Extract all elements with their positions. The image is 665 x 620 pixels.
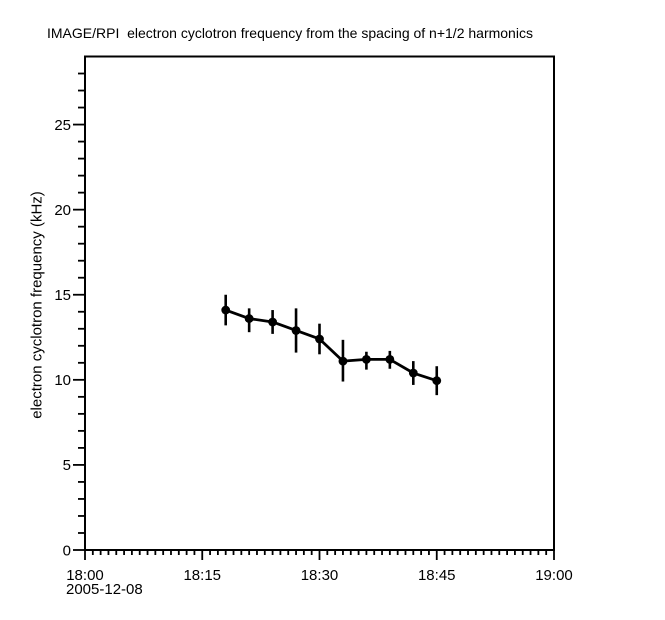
data-point [338,356,348,366]
data-point [315,334,324,344]
y-tick-label: 25 [54,117,71,134]
x-tick-label: 18:00 [66,567,104,584]
x-tick-label: 18:30 [301,567,339,584]
data-point [362,355,371,364]
data-point [291,326,301,335]
data-point [385,355,395,364]
y-tick-label: 10 [54,372,71,389]
x-tick-label: 18:15 [183,567,221,584]
data-point [244,314,254,323]
x-tick-label: 18:45 [418,567,456,584]
y-tick-label: 0 [63,542,71,559]
data-line [224,308,439,383]
x-tick-label: 19:00 [535,567,573,584]
y-tick-label: 20 [54,202,71,219]
chart-title: IMAGE/RPI electron cyclotron frequency f… [47,25,533,41]
y-tick-label: 5 [63,457,71,474]
plot-frame [84,55,555,551]
data-point [408,368,418,378]
data-point [221,305,231,315]
y-tick-label: 15 [54,287,71,304]
x-axis-date-label: 2005-12-08 [66,581,143,598]
data-point [432,376,442,386]
data-point [268,317,277,327]
